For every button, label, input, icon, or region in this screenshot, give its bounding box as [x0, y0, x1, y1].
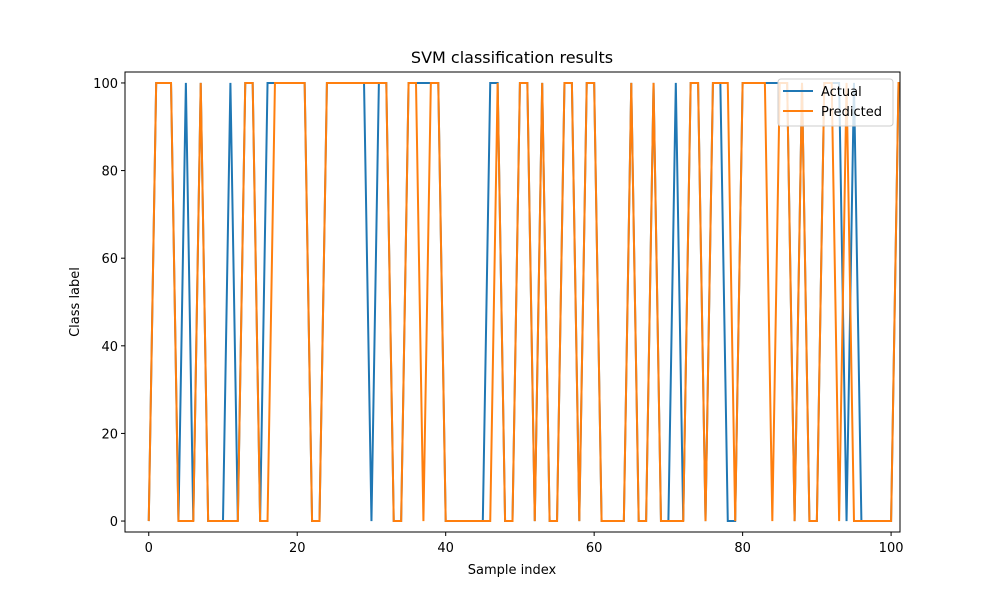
legend-label-actual: Actual: [821, 85, 862, 100]
plot-frame: [124, 71, 901, 533]
y-tick-label: 20: [101, 427, 118, 442]
x-tick-label: 40: [437, 541, 454, 556]
legend-label-predicted: Predicted: [821, 105, 882, 120]
ticks-layer: 0 20 40 60 80 100 0 20 40 60 80 100: [93, 77, 903, 556]
x-tick-label: 20: [289, 541, 306, 556]
x-axis-label: Sample index: [468, 563, 557, 578]
y-tick-label: 40: [101, 340, 118, 355]
y-axis-label: Class label: [68, 267, 83, 337]
legend: Actual Predicted: [777, 78, 894, 127]
x-tick-label: 60: [586, 541, 603, 556]
y-tick-label: 100: [93, 77, 118, 92]
chart-title: SVM classification results: [411, 48, 613, 67]
y-tick-label: 0: [110, 515, 118, 530]
x-tick-label: 80: [734, 541, 751, 556]
y-tick-label: 80: [101, 165, 118, 180]
y-tick-label: 60: [101, 252, 118, 267]
x-tick-label: 100: [879, 541, 904, 556]
x-tick-label: 0: [145, 541, 153, 556]
